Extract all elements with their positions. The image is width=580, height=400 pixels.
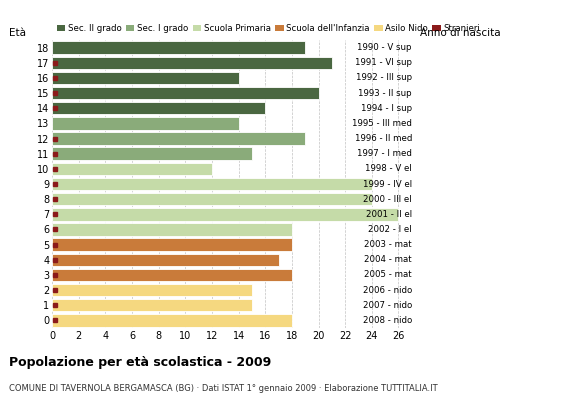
- Bar: [52, 72, 238, 84]
- Bar: [52, 299, 252, 312]
- Bar: [52, 284, 252, 296]
- Bar: [52, 223, 292, 236]
- Bar: [52, 208, 398, 220]
- Bar: [52, 254, 278, 266]
- Text: COMUNE DI TAVERNOLA BERGAMASCA (BG) · Dati ISTAT 1° gennaio 2009 · Elaborazione : COMUNE DI TAVERNOLA BERGAMASCA (BG) · Da…: [9, 384, 437, 393]
- Bar: [52, 314, 292, 327]
- Bar: [52, 193, 372, 205]
- Bar: [52, 148, 252, 160]
- Bar: [52, 238, 292, 251]
- Bar: [52, 269, 292, 281]
- Bar: [52, 102, 265, 114]
- Bar: [52, 41, 305, 54]
- Bar: [52, 178, 372, 190]
- Legend: Sec. II grado, Sec. I grado, Scuola Primaria, Scuola dell'Infanzia, Asilo Nido, : Sec. II grado, Sec. I grado, Scuola Prim…: [56, 24, 480, 33]
- Text: Popolazione per età scolastica - 2009: Popolazione per età scolastica - 2009: [9, 356, 271, 369]
- Bar: [52, 87, 318, 99]
- Text: Età: Età: [9, 28, 26, 38]
- Text: Anno di nascita: Anno di nascita: [420, 28, 501, 38]
- Bar: [52, 132, 305, 145]
- Bar: [52, 163, 212, 175]
- Bar: [52, 56, 332, 69]
- Bar: [52, 117, 238, 130]
